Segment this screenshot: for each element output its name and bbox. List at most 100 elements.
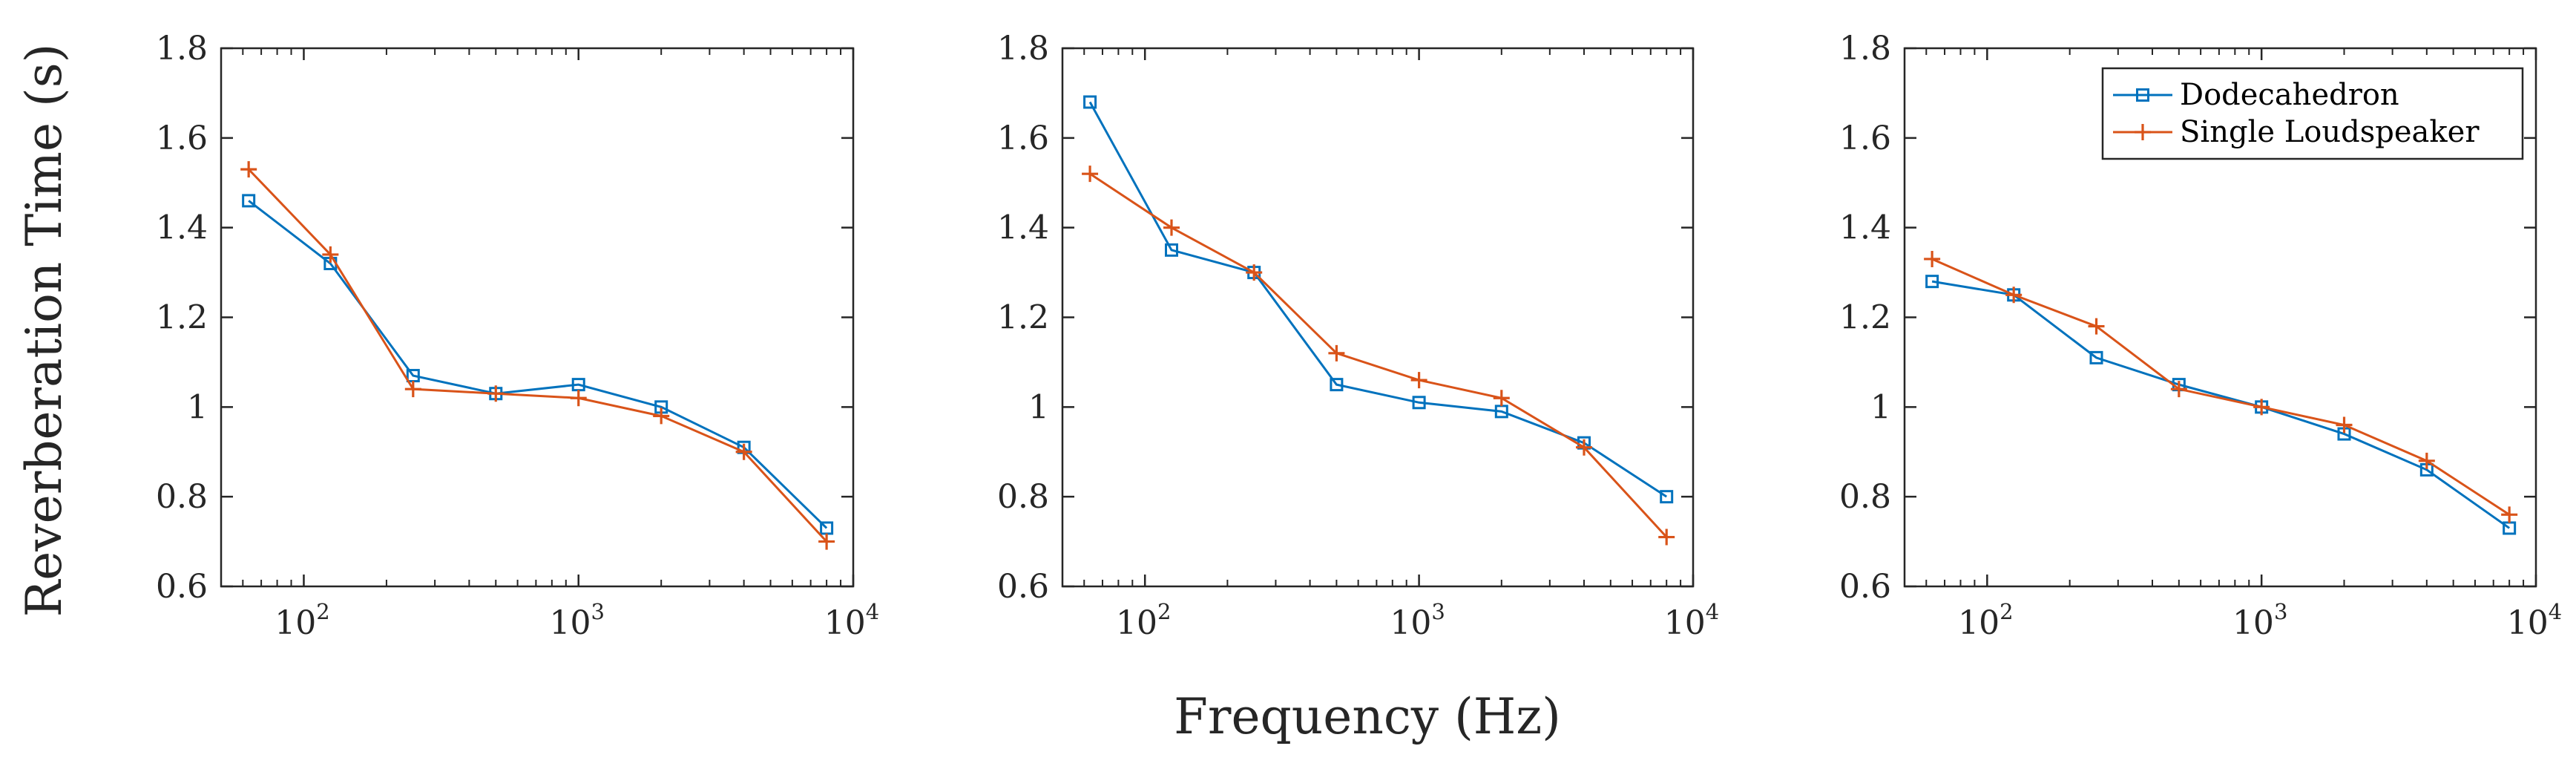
data-point-dodecahedron (242, 194, 256, 208)
data-point-dodecahedron (1083, 95, 1097, 109)
y-tick-label: 1.6 (997, 120, 1049, 157)
data-point-single-loudspeaker (2501, 506, 2518, 523)
data-point-single-loudspeaker (1163, 219, 1180, 236)
data-point-dodecahedron (1330, 378, 1344, 392)
y-tick-label: 1.8 (1839, 30, 1891, 68)
data-point-single-loudspeaker (487, 385, 505, 402)
data-point-dodecahedron (1164, 243, 1178, 257)
data-point-single-loudspeaker (1410, 372, 1427, 389)
x-tick-base: 10 (2507, 604, 2549, 642)
x-tick-exponent: 2 (316, 599, 329, 624)
data-point-single-loudspeaker (1658, 529, 1675, 546)
y-axis-title: Reverberation Time (s) (16, 44, 73, 618)
y-tick-label: 0.6 (156, 568, 208, 606)
x-tick-label: 103 (550, 599, 605, 642)
x-tick-label: 104 (2507, 599, 2562, 642)
x-tick-base: 10 (2232, 604, 2274, 642)
x-minor-ticks (1083, 48, 1682, 586)
data-point-single-loudspeaker (1328, 344, 1345, 361)
series-line-single-loudspeaker (248, 168, 828, 543)
x-tick-exponent: 4 (1706, 599, 1719, 624)
data-point-single-loudspeaker (240, 161, 257, 178)
y-tick-label: 0.8 (156, 478, 208, 516)
x-minor-ticks (1925, 48, 2525, 586)
x-tick-label: 102 (275, 599, 329, 642)
x-tick-base: 10 (550, 604, 591, 642)
x-minor-ticks (242, 48, 842, 586)
data-point-single-loudspeaker (404, 381, 421, 398)
x-tick-label: 102 (1116, 599, 1171, 642)
x-tick-base: 10 (275, 604, 316, 642)
x-tick-label: 103 (2232, 599, 2287, 642)
x-tick-base: 10 (824, 604, 866, 642)
data-point-dodecahedron (1412, 396, 1426, 410)
legend-label-single-loudspeaker: Single Loudspeaker (2180, 115, 2480, 149)
series-line-single-loudspeaker (1931, 258, 2510, 516)
x-tick-label: 103 (1390, 599, 1445, 642)
y-tick-label: 1.2 (1839, 299, 1891, 337)
data-point-single-loudspeaker (322, 246, 339, 263)
x-tick-label: 104 (824, 599, 879, 642)
y-tick-label: 1 (1028, 388, 1049, 426)
data-point-dodecahedron (1660, 490, 1674, 504)
legend-marker-dodecahedron (2136, 88, 2149, 102)
x-tick-base: 10 (1116, 604, 1157, 642)
y-tick-label: 1.6 (156, 120, 208, 157)
y-tick-label: 1 (1870, 388, 1891, 426)
x-tick-label: 102 (1958, 599, 2013, 642)
y-tick-label: 0.6 (997, 568, 1049, 606)
data-point-single-loudspeaker (2005, 287, 2023, 304)
y-tick-label: 0.8 (997, 478, 1049, 516)
data-point-single-loudspeaker (1924, 250, 1941, 267)
x-axis-title: Frequency (Hz) (1174, 688, 1561, 745)
y-tick-label: 0.6 (1839, 568, 1891, 606)
y-tick-label: 1.8 (156, 30, 208, 68)
legend-box (2101, 67, 2524, 160)
data-point-single-loudspeaker (2336, 416, 2353, 433)
y-tick-label: 1 (187, 388, 208, 426)
data-point-dodecahedron (2089, 350, 2103, 364)
x-tick-base: 10 (1664, 604, 1706, 642)
y-tick-label: 1.8 (997, 30, 1049, 68)
data-point-single-loudspeaker (2418, 452, 2435, 469)
data-point-single-loudspeaker (2253, 399, 2270, 416)
series-line-dodecahedron (1088, 101, 1668, 498)
y-tick-label: 1.6 (1839, 120, 1891, 157)
y-tick-label: 1.2 (997, 299, 1049, 337)
data-point-single-loudspeaker (653, 408, 670, 425)
y-tick-label: 1.4 (156, 209, 208, 247)
data-point-single-loudspeaker (818, 533, 835, 550)
y-tick-label: 0.8 (1839, 478, 1891, 516)
series-line-single-loudspeaker (1089, 172, 1668, 538)
data-point-single-loudspeaker (570, 390, 587, 407)
x-tick-exponent: 4 (866, 599, 879, 624)
x-tick-exponent: 2 (1157, 599, 1171, 624)
x-tick-exponent: 3 (591, 599, 605, 624)
x-tick-base: 10 (1390, 604, 1431, 642)
data-point-single-loudspeaker (1082, 166, 1099, 183)
series-line-dodecahedron (1931, 280, 2511, 529)
plot-area-frame (220, 47, 855, 588)
legend-marker-single-loudspeaker (2135, 124, 2151, 140)
data-point-single-loudspeaker (735, 443, 752, 460)
y-tick-label: 1.4 (1839, 209, 1891, 247)
data-point-single-loudspeaker (2170, 381, 2187, 398)
x-tick-label: 104 (1664, 599, 1719, 642)
data-point-single-loudspeaker (1246, 264, 1263, 281)
data-point-dodecahedron (1925, 275, 1939, 289)
data-point-single-loudspeaker (1576, 439, 1592, 456)
x-tick-exponent: 4 (2549, 599, 2562, 624)
data-point-single-loudspeaker (1493, 390, 1510, 407)
plot-area-frame (1061, 47, 1695, 588)
legend-label-dodecahedron: Dodecahedron (2180, 78, 2399, 112)
x-tick-exponent: 2 (2000, 599, 2013, 624)
x-tick-base: 10 (1958, 604, 2000, 642)
y-tick-label: 1.2 (156, 299, 208, 337)
y-tick-label: 1.4 (997, 209, 1049, 247)
